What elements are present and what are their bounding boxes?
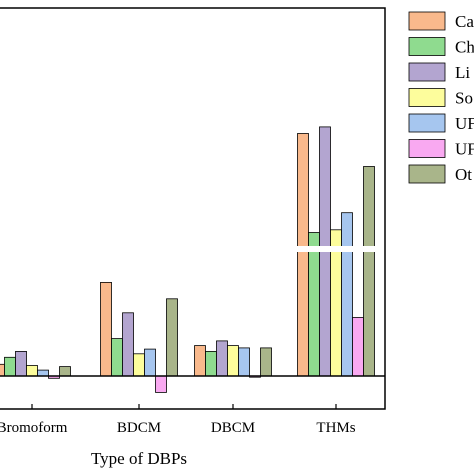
x-axis-label: Type of DBPs bbox=[91, 449, 187, 468]
legend-swatch-1 bbox=[408, 11, 446, 31]
legend-label-3: Li bbox=[455, 63, 470, 82]
bar-bdcm-series-5 bbox=[144, 348, 156, 377]
bar-dbcm-series-5 bbox=[238, 347, 250, 377]
axis-break-marker bbox=[290, 246, 378, 252]
bar-dbcm-series-2 bbox=[205, 350, 217, 377]
legend-swatch-5 bbox=[408, 113, 446, 133]
bar-bromoform-series-2 bbox=[4, 356, 16, 377]
legend-label-4: So bbox=[455, 89, 473, 108]
bar-bdcm-series-7 bbox=[166, 298, 178, 377]
bar-dbcm-series-7 bbox=[260, 347, 272, 377]
legend-label-1: Ca bbox=[455, 12, 474, 31]
bar-dbcm-series-4 bbox=[227, 345, 239, 377]
bar-thms-series-1 bbox=[297, 133, 309, 377]
legend: Ca Ch Li So UF UF Ot bbox=[408, 11, 474, 184]
bar-bromoform-series-3 bbox=[15, 350, 27, 377]
x-axis-ticks: Bromoform BDCM DBCM THMs bbox=[0, 404, 356, 436]
bar-bdcm-series-1 bbox=[100, 281, 112, 377]
bar-thms-series-2 bbox=[308, 232, 320, 377]
bar-bromoform-series-5 bbox=[37, 369, 49, 377]
legend-label-7: Ot bbox=[455, 165, 472, 184]
legend-swatch-3 bbox=[408, 62, 446, 82]
legend-swatch-2 bbox=[408, 37, 446, 56]
bar-bdcm-series-2 bbox=[111, 338, 123, 377]
bar-bromoform-series-4 bbox=[26, 365, 38, 377]
legend-label-5: UF bbox=[455, 114, 474, 133]
bar-bdcm-series-3 bbox=[122, 312, 134, 377]
legend-label-6: UF bbox=[455, 140, 474, 159]
bar-bromoform-series-1 bbox=[0, 363, 5, 377]
bar-thms-series-6 bbox=[352, 317, 364, 377]
legend-label-2: Ch bbox=[455, 38, 474, 57]
legend-swatch-7 bbox=[408, 164, 446, 184]
legend-swatch-4 bbox=[408, 88, 446, 107]
bar-bromoform-series-7 bbox=[59, 366, 71, 377]
bar-dbcm-series-3 bbox=[216, 340, 228, 377]
bar-bdcm-series-4 bbox=[133, 353, 145, 377]
bar-thms-series-7 bbox=[363, 166, 375, 377]
x-tick-label-bromoform: Bromoform bbox=[0, 420, 68, 436]
bar-thms-series-5 bbox=[341, 212, 353, 377]
x-tick-label-dbcm: DBCM bbox=[211, 420, 255, 436]
x-tick-label-thms: THMs bbox=[316, 420, 355, 436]
bar-dbcm-series-1 bbox=[194, 345, 206, 377]
x-tick-label-bdcm: BDCM bbox=[117, 420, 161, 436]
bar-bdcm-series-6 bbox=[155, 375, 167, 393]
legend-swatch-6 bbox=[408, 139, 446, 158]
